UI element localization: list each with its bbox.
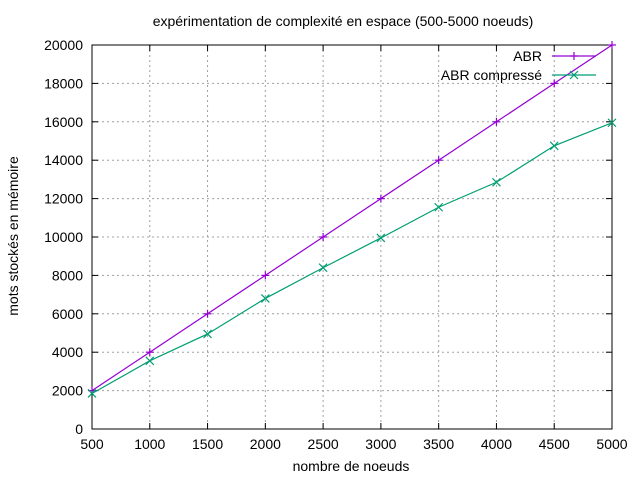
data-point bbox=[145, 356, 155, 366]
chart-title: expérimentation de complexité en espace … bbox=[153, 13, 534, 29]
legend-label: ABR compressé bbox=[441, 67, 542, 83]
y-tick-label: 16000 bbox=[44, 114, 83, 130]
grid bbox=[92, 45, 612, 429]
y-tick-label: 2000 bbox=[52, 383, 83, 399]
y-tick-label: 0 bbox=[75, 421, 83, 437]
x-tick-label: 3000 bbox=[365, 436, 396, 452]
series-line-1 bbox=[91, 44, 613, 392]
data-point bbox=[145, 348, 154, 357]
x-tick-label: 2500 bbox=[308, 436, 339, 452]
data-point bbox=[203, 309, 212, 318]
y-tick-label: 4000 bbox=[52, 344, 83, 360]
legend-marker bbox=[569, 70, 579, 80]
legend-marker bbox=[570, 52, 578, 60]
data-point bbox=[492, 117, 501, 126]
data-point bbox=[319, 233, 328, 241]
y-tick-label: 10000 bbox=[44, 229, 83, 245]
data-point bbox=[550, 79, 559, 88]
data-point bbox=[87, 389, 97, 398]
data-point bbox=[260, 294, 270, 303]
y-tick-label: 12000 bbox=[44, 191, 83, 207]
y-axis-label: mots stockés en mémoire bbox=[5, 156, 21, 316]
x-tick-label: 5000 bbox=[596, 436, 627, 452]
x-tick-label: 2000 bbox=[250, 436, 281, 452]
data-point bbox=[434, 156, 443, 165]
y-tick-label: 6000 bbox=[52, 306, 83, 322]
x-tick-label: 4500 bbox=[539, 436, 570, 452]
x-tick-label: 1000 bbox=[134, 436, 165, 452]
series-line-2 bbox=[91, 122, 613, 395]
legend: ABR ABR compressé bbox=[441, 48, 596, 83]
data-point bbox=[376, 194, 385, 203]
data-point bbox=[376, 233, 386, 243]
axes: 0 2000 4000 6000 8000 10000 12000 14000 16000 180… bbox=[44, 37, 628, 452]
x-tick-label: 4000 bbox=[481, 436, 512, 452]
data-point bbox=[261, 271, 270, 280]
data-point bbox=[549, 141, 559, 151]
y-tick-label: 20000 bbox=[44, 37, 83, 53]
x-tick-label: 1500 bbox=[192, 436, 223, 452]
x-axis-label: nombre de noeuds bbox=[293, 458, 410, 474]
data-point bbox=[318, 263, 328, 273]
series-layer bbox=[87, 41, 617, 398]
legend-label: ABR bbox=[513, 48, 542, 64]
y-tick-label: 8000 bbox=[52, 267, 83, 283]
data-point bbox=[607, 118, 617, 128]
x-tick-label: 3500 bbox=[423, 436, 454, 452]
data-point bbox=[434, 202, 444, 212]
data-point bbox=[492, 177, 501, 187]
data-point bbox=[608, 41, 616, 49]
y-tick-label: 14000 bbox=[44, 152, 83, 168]
y-tick-label: 18000 bbox=[44, 75, 83, 91]
data-point bbox=[203, 329, 212, 339]
x-tick-label: 500 bbox=[80, 436, 104, 452]
